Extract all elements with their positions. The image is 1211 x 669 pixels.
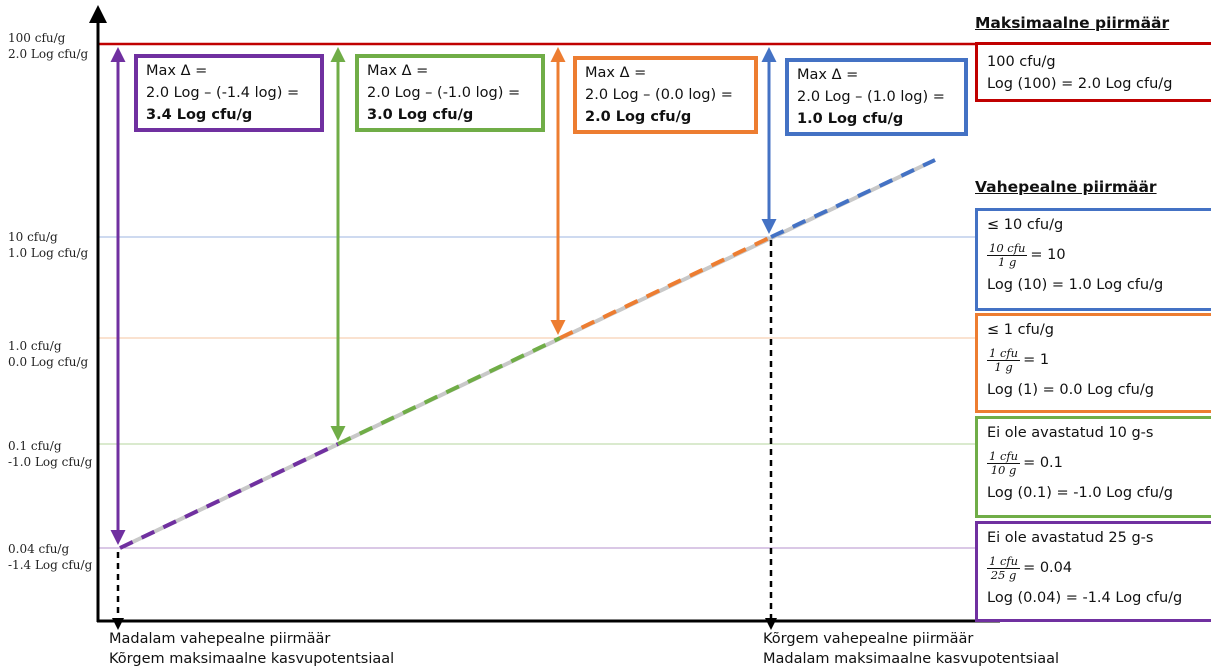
x-label-left: Madalam vahepealne piirmäär Kõrgem maksi…: [109, 629, 394, 669]
y-label-100: 100 cfu/g 2.0 Log cfu/g: [8, 30, 88, 62]
fraction-numerator: 1 cfu: [987, 553, 1021, 569]
limit-box-fraction: 10 cfu 1 g = 10: [987, 236, 1211, 274]
limit-box-title: Ei ole avastatud 25 g-s: [987, 530, 1154, 546]
delta-box-purple: Max Δ = 2.0 Log – (-1.4 log) = 3.4 Log c…: [134, 54, 324, 132]
y-label-004-log: -1.4 Log cfu/g: [8, 558, 93, 572]
fraction-result: = 10: [1030, 247, 1066, 263]
fraction-result: = 0.04: [1023, 560, 1073, 576]
delta-box-result: 1.0 Log cfu/g: [797, 111, 904, 127]
fraction-denominator: 1 g: [998, 254, 1017, 269]
y-label-10: 10 cfu/g 1.0 Log cfu/g: [8, 229, 88, 261]
fraction: 10 cfu 1 g: [987, 240, 1028, 269]
fraction: 1 cfu 25 g: [987, 553, 1021, 582]
limit-box-fraction: 1 cfu 25 g = 0.04: [987, 549, 1211, 587]
delta-box-orange: Max Δ = 2.0 Log – (0.0 log) = 2.0 Log cf…: [573, 56, 758, 134]
growth-segment-blue: [770, 158, 936, 239]
fraction-result: = 0.1: [1023, 455, 1063, 471]
y-label-10-cfu: 10 cfu/g: [8, 230, 58, 244]
limit-box-orange: ≤ 1 cfu/g 1 cfu 1 g = 1 Log (1) = 0.0 Lo…: [975, 313, 1211, 413]
delta-box-result: 3.4 Log cfu/g: [146, 107, 253, 123]
fraction-numerator: 10 cfu: [987, 240, 1028, 256]
limit-box-fraction: 1 cfu 10 g = 0.1: [987, 444, 1211, 482]
max-box: 100 cfu/g Log (100) = 2.0 Log cfu/g: [975, 42, 1211, 102]
max-heading: Maksimaalne piirmäär: [975, 14, 1170, 32]
limit-box-title: ≤ 10 cfu/g: [987, 217, 1064, 233]
delta-box-blue: Max Δ = 2.0 Log – (1.0 log) = 1.0 Log cf…: [785, 58, 968, 136]
limit-box-title: Ei ole avastatud 10 g-s: [987, 425, 1154, 441]
fraction-denominator: 1 g: [994, 359, 1013, 374]
delta-box-formula: 2.0 Log – (-1.0 log) =: [367, 85, 521, 101]
y-label-1-log: 0.0 Log cfu/g: [8, 355, 89, 369]
delta-box-formula: 2.0 Log – (-1.4 log) =: [146, 85, 300, 101]
max-box-line2: Log (100) = 2.0 Log cfu/g: [987, 76, 1173, 92]
fraction: 1 cfu 10 g: [987, 448, 1021, 477]
max-box-line1: 100 cfu/g: [987, 54, 1056, 70]
y-label-1: 1.0 cfu/g 0.0 Log cfu/g: [8, 338, 88, 370]
delta-box-title: Max Δ =: [367, 63, 429, 79]
y-label-004-cfu: 0.04 cfu/g: [8, 542, 70, 556]
delta-box-title: Max Δ =: [797, 67, 859, 83]
growth-segment-orange: [559, 235, 772, 340]
limit-box-title: ≤ 1 cfu/g: [987, 322, 1054, 338]
fraction-numerator: 1 cfu: [987, 448, 1021, 464]
limit-box-log: Log (1) = 0.0 Log cfu/g: [987, 382, 1154, 398]
delta-box-formula: 2.0 Log – (1.0 log) =: [797, 89, 945, 105]
fraction-result: = 1: [1023, 352, 1050, 368]
delta-box-title: Max Δ =: [146, 63, 208, 79]
x-label-right: Kõrgem vahepealne piirmäär Madalam maksi…: [763, 629, 1059, 669]
fraction: 1 cfu 1 g: [987, 345, 1021, 374]
y-label-01-log: -1.0 Log cfu/g: [8, 455, 93, 469]
x-label-left-line1: Madalam vahepealne piirmäär: [109, 631, 331, 647]
x-label-right-line1: Kõrgem vahepealne piirmäär: [763, 631, 974, 647]
y-label-10-log: 1.0 Log cfu/g: [8, 246, 89, 260]
delta-box-title: Max Δ =: [585, 65, 647, 81]
y-label-01: 0.1 cfu/g -1.0 Log cfu/g: [8, 438, 92, 470]
limit-box-blue: ≤ 10 cfu/g 10 cfu 1 g = 10 Log (10) = 1.…: [975, 208, 1211, 311]
delta-box-green: Max Δ = 2.0 Log – (-1.0 log) = 3.0 Log c…: [355, 54, 545, 132]
limit-box-log: Log (0.04) = -1.4 Log cfu/g: [987, 590, 1183, 606]
y-label-100-cfu: 100 cfu/g: [8, 31, 66, 45]
intermediate-heading: Vahepealne piirmäär: [975, 178, 1157, 196]
delta-box-result: 2.0 Log cfu/g: [585, 109, 692, 125]
y-label-004: 0.04 cfu/g -1.4 Log cfu/g: [8, 541, 92, 573]
limit-box-log: Log (0.1) = -1.0 Log cfu/g: [987, 485, 1174, 501]
x-label-right-line2: Madalam maksimaalne kasvupotentsiaal: [763, 651, 1060, 667]
delta-box-formula: 2.0 Log – (0.0 log) =: [585, 87, 733, 103]
growth-segment-purple: [119, 442, 339, 550]
fraction-denominator: 10 g: [990, 462, 1017, 477]
y-label-1-cfu: 1.0 cfu/g: [8, 339, 62, 353]
growth-segment-green: [337, 336, 561, 446]
limit-box-fraction: 1 cfu 1 g = 1: [987, 341, 1211, 379]
limit-box-log: Log (10) = 1.0 Log cfu/g: [987, 277, 1164, 293]
fraction-denominator: 25 g: [990, 567, 1017, 582]
growth-line-base: [119, 158, 936, 550]
y-label-01-cfu: 0.1 cfu/g: [8, 439, 62, 453]
fraction-numerator: 1 cfu: [987, 345, 1021, 361]
limit-box-green: Ei ole avastatud 10 g-s 1 cfu 10 g = 0.1…: [975, 416, 1211, 518]
y-label-100-log: 2.0 Log cfu/g: [8, 47, 89, 61]
x-label-left-line2: Kõrgem maksimaalne kasvupotentsiaal: [109, 651, 395, 667]
limit-box-purple: Ei ole avastatud 25 g-s 1 cfu 25 g = 0.0…: [975, 521, 1211, 622]
delta-box-result: 3.0 Log cfu/g: [367, 107, 474, 123]
